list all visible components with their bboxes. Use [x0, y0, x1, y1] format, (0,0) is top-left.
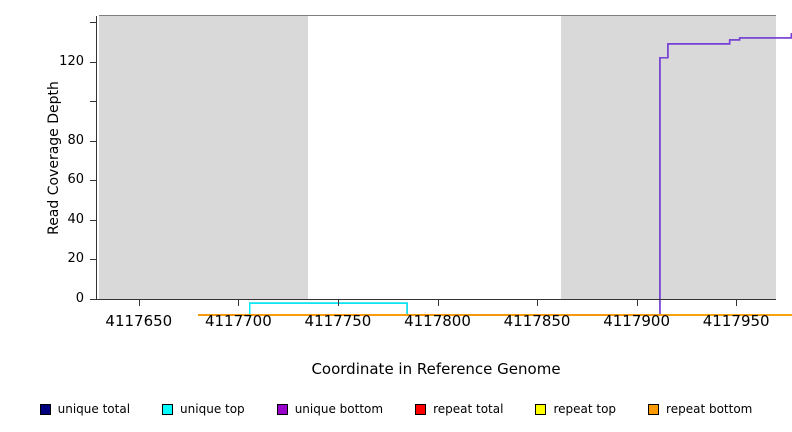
series-line-unique-bottom: [198, 33, 792, 316]
legend-item-label: unique bottom: [294, 402, 384, 416]
y-axis-tick: [90, 61, 96, 63]
y-axis-tick-label: 20: [67, 251, 84, 267]
legend-item: unique bottom: [276, 402, 384, 416]
legend-color-swatch: [276, 403, 288, 415]
y-axis-tick-label: 40: [67, 211, 84, 227]
y-axis-tick: [90, 299, 96, 300]
y-axis-tick: [90, 101, 96, 103]
y-axis-tick-label: 120: [59, 53, 84, 69]
y-axis-tick-label: 0: [75, 291, 84, 306]
y-axis-tick: [90, 21, 96, 23]
x-axis-tick-label: 4117950: [702, 312, 770, 330]
x-axis-title: Coordinate in Reference Genome: [311, 360, 561, 378]
x-axis-tick: [138, 300, 140, 306]
plot-frame-top-border: [99, 15, 776, 16]
shaded-region: [99, 16, 309, 299]
legend-item: repeat bottom: [648, 402, 752, 416]
legend-color-swatch: [535, 403, 547, 415]
x-axis-tick: [437, 300, 439, 306]
y-axis-tick-label: 60: [67, 172, 84, 188]
x-axis-tick-label: 4117850: [503, 312, 571, 330]
series-line-unique-total: [198, 33, 792, 316]
legend-item-label: repeat top: [553, 402, 617, 416]
x-axis-tick: [337, 300, 339, 306]
x-axis-tick-label: 4117750: [304, 312, 372, 330]
plot-area: [99, 16, 792, 316]
legend-color-swatch: [648, 403, 660, 415]
y-axis-tick: [90, 180, 96, 182]
y-axis-line: [96, 16, 97, 300]
y-axis-tick: [90, 219, 96, 221]
legend-item: unique top: [162, 402, 245, 416]
legend-item-label: unique total: [57, 402, 131, 416]
x-axis-tick: [238, 300, 240, 306]
x-axis-tick: [636, 300, 638, 306]
legend-item: unique total: [39, 402, 131, 416]
x-axis-tick-label: 4117650: [105, 312, 173, 330]
shaded-region: [560, 16, 776, 299]
legend-item-label: unique top: [180, 402, 245, 416]
coverage-series-layer: [198, 33, 792, 316]
legend-item: repeat top: [535, 402, 616, 416]
legend-item-label: repeat total: [433, 402, 504, 416]
legend-color-swatch: [415, 403, 427, 415]
y-axis-tick: [90, 259, 96, 261]
x-axis-tick-label: 4117900: [603, 312, 671, 330]
x-axis-line: [96, 299, 776, 300]
x-axis-tick-label: 4117800: [404, 312, 471, 330]
y-axis-tick-label: 80: [67, 132, 84, 148]
legend-color-swatch: [162, 403, 174, 415]
legend-item: repeat total: [415, 402, 503, 416]
legend-color-swatch: [39, 403, 51, 415]
x-axis-tick: [736, 300, 738, 306]
y-axis-tick: [90, 140, 96, 142]
x-axis-tick: [537, 300, 539, 306]
x-axis-tick-label: 4117700: [204, 312, 272, 330]
legend-item-label: repeat bottom: [666, 402, 753, 416]
legend: unique total unique top unique bottom repea…: [0, 398, 792, 420]
